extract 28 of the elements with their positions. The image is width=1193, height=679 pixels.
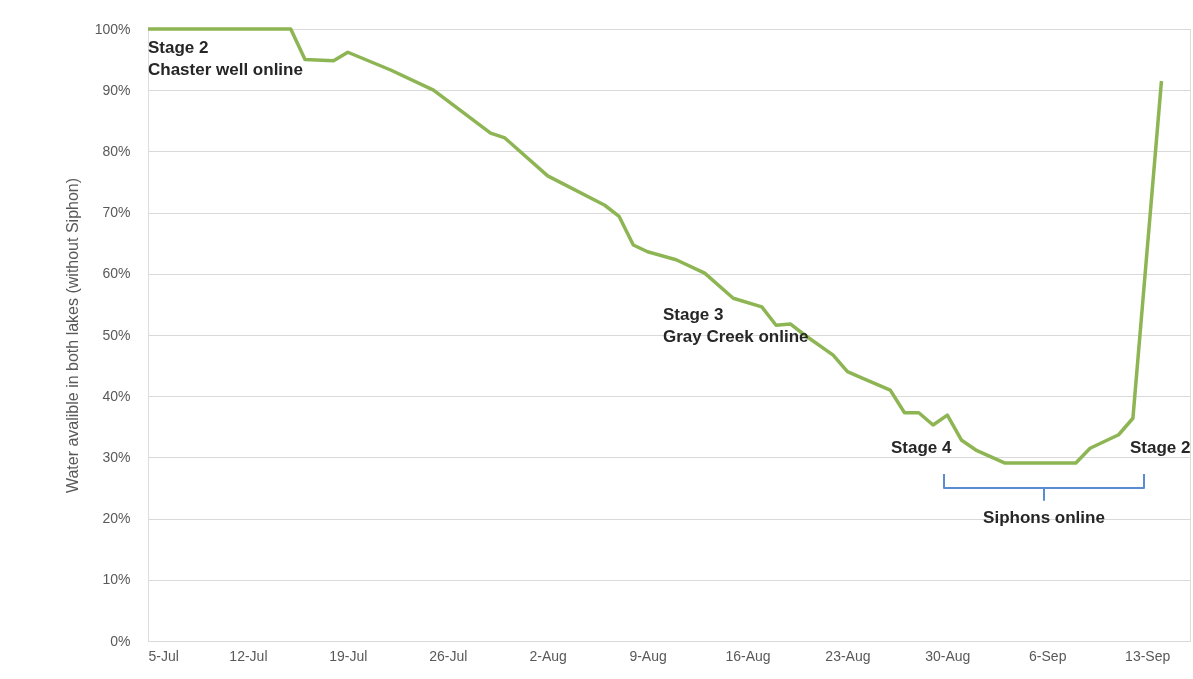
y-tick-label: 0% [110,632,131,649]
x-tick-label: 12-Jul [229,647,268,664]
y-tick-label: 100% [94,20,131,37]
x-tick-label: 6-Sep [1029,647,1067,664]
annotation: Stage 3 Gray Creek online [663,305,809,346]
annotation: Stage 2 [1130,438,1191,457]
x-tick-label: 30-Aug [925,647,971,664]
annotation: Stage 2 Chaster well online [148,38,303,79]
y-tick-label: 90% [102,81,131,98]
x-tick-label: 23-Aug [825,647,871,664]
y-tick-label: 50% [102,326,131,343]
annotation: Siphons online [983,508,1105,527]
x-tick-label: 2-Aug [529,647,567,664]
y-axis-title: Water avalible in both lakes (without Siphon) [63,177,81,494]
x-tick-label: 13-Sep [1125,647,1171,664]
x-tick-label: 19-Jul [329,647,368,664]
x-tick-label: 5-Jul [148,647,179,664]
y-tick-label: 60% [102,265,131,282]
y-tick-label: 20% [102,510,131,527]
y-tick-label: 70% [102,204,131,221]
x-tick-label: 26-Jul [429,647,468,664]
annotation: Stage 4 [891,438,953,457]
y-tick-label: 30% [102,448,131,465]
x-tick-label: 9-Aug [629,647,667,664]
y-tick-label: 80% [102,142,131,159]
y-tick-label: 10% [102,571,131,588]
y-tick-label: 40% [102,387,131,404]
x-tick-label: 16-Aug [725,647,771,664]
